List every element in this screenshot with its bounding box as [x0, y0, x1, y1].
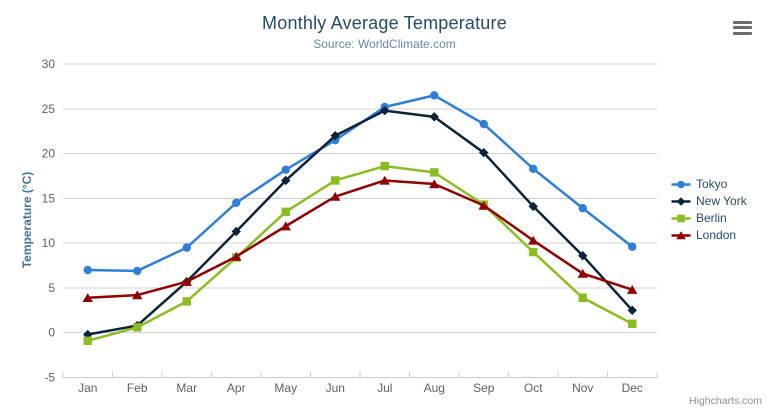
legend-marker-symbol: [677, 214, 685, 222]
data-point-berlin-jun[interactable]: [331, 176, 340, 185]
data-point-tokyo-aug[interactable]: [430, 91, 439, 100]
data-point-berlin-dec[interactable]: [628, 319, 637, 328]
data-point-berlin-jan[interactable]: [83, 336, 92, 345]
data-point-berlin-oct[interactable]: [529, 247, 538, 257]
data-point-tokyo-nov[interactable]: [578, 204, 587, 213]
data-point-tokyo-dec[interactable]: [628, 242, 637, 251]
y-axis-tick-label: 0: [48, 326, 55, 340]
hamburger-bar: [733, 31, 752, 35]
y-axis-tick-label: 10: [42, 236, 56, 250]
legend-triangle-icon: [671, 230, 691, 239]
hamburger-bar: [733, 20, 752, 24]
data-point-london-dec[interactable]: [627, 285, 638, 294]
data-point-tokyo-jan[interactable]: [83, 265, 92, 275]
legend-item-new-york[interactable]: New York: [671, 194, 747, 208]
x-axis-label: Aug: [424, 381, 445, 395]
data-point-new-york-sep[interactable]: [479, 147, 489, 158]
data-point-tokyo-oct[interactable]: [529, 164, 538, 173]
legend-item-berlin[interactable]: Berlin: [671, 211, 747, 225]
data-point-new-york-nov[interactable]: [578, 250, 588, 261]
legend-label: New York: [696, 194, 747, 208]
chart-subtitle: Source: WorldClimate.com: [313, 37, 456, 51]
chart-title: Monthly Average Temperature: [262, 13, 507, 33]
x-axis-label: Sep: [473, 381, 495, 395]
data-point-new-york-jun[interactable]: [330, 130, 340, 141]
data-point-london-jul[interactable]: [379, 175, 390, 185]
legend-item-london[interactable]: London: [671, 228, 747, 242]
hamburger-bar: [733, 26, 752, 30]
credits-link[interactable]: Highcharts.com: [689, 395, 762, 407]
y-axis-tick-label: 30: [42, 57, 56, 71]
data-point-new-york-oct[interactable]: [528, 201, 538, 212]
x-axis-label: Nov: [572, 381, 593, 395]
y-axis-tick-label: -5: [44, 371, 55, 385]
hamburger-icon: [733, 20, 753, 35]
x-axis-label: Mar: [176, 381, 197, 395]
data-point-london-sep[interactable]: [478, 200, 489, 210]
legend: Tokyo New York Berlin London: [671, 177, 747, 242]
y-axis-tick-label: 25: [42, 102, 56, 116]
legend-label: London: [696, 228, 737, 242]
x-axis-label: Jan: [78, 381, 97, 395]
legend-item-tokyo[interactable]: Tokyo: [671, 177, 747, 191]
legend-marker-symbol: [676, 196, 686, 206]
data-point-tokyo-apr[interactable]: [232, 198, 241, 208]
legend-label: Berlin: [696, 211, 727, 225]
data-point-new-york-may[interactable]: [281, 175, 291, 186]
legend-circle-icon: [671, 180, 691, 188]
y-axis-tick-label: 15: [42, 191, 56, 205]
data-point-berlin-jul[interactable]: [380, 161, 389, 171]
data-point-tokyo-sep[interactable]: [479, 119, 488, 129]
legend-label: Tokyo: [696, 177, 728, 191]
data-point-berlin-nov[interactable]: [578, 293, 587, 302]
data-point-tokyo-may[interactable]: [281, 165, 290, 174]
legend-square-icon: [671, 214, 691, 222]
data-point-london-nov[interactable]: [577, 268, 588, 278]
legend-marker-symbol: [677, 180, 685, 188]
data-point-tokyo-feb[interactable]: [133, 266, 142, 276]
data-point-new-york-aug[interactable]: [429, 112, 439, 122]
x-axis-label: Oct: [524, 381, 543, 395]
data-point-berlin-aug[interactable]: [430, 168, 439, 177]
data-point-berlin-mar[interactable]: [182, 297, 191, 306]
data-point-london-feb[interactable]: [132, 290, 143, 300]
x-axis-label: Dec: [622, 381, 643, 395]
x-axis-label: May: [274, 381, 297, 395]
data-point-new-york-dec[interactable]: [627, 305, 637, 316]
y-axis-tick-label: 5: [48, 281, 55, 295]
data-point-tokyo-mar[interactable]: [182, 243, 191, 252]
series-line-london: [86, 179, 634, 300]
y-axis-tick-label: 20: [42, 147, 56, 161]
legend-marker-symbol: [676, 230, 686, 239]
x-axis-label: Apr: [227, 381, 246, 395]
data-point-london-jan[interactable]: [82, 293, 93, 302]
data-point-london-apr[interactable]: [231, 251, 242, 261]
data-point-london-jun[interactable]: [330, 191, 341, 201]
legend-diamond-icon: [671, 196, 691, 206]
series-line-new-york: [86, 109, 634, 336]
data-point-berlin-feb[interactable]: [133, 323, 142, 332]
data-point-new-york-apr[interactable]: [231, 226, 241, 237]
x-axis-label: Jun: [326, 381, 345, 395]
data-point-london-aug[interactable]: [429, 179, 440, 189]
x-axis-label: Jul: [377, 381, 392, 395]
series-line-berlin: [86, 164, 634, 343]
x-axis-label: Feb: [127, 381, 148, 395]
series-line-tokyo: [86, 94, 634, 273]
data-point-new-york-jul[interactable]: [380, 105, 390, 116]
data-point-berlin-may[interactable]: [281, 207, 290, 216]
data-point-london-mar[interactable]: [181, 276, 192, 286]
data-point-london-oct[interactable]: [528, 235, 539, 245]
chart-context-menu-button[interactable]: [731, 19, 755, 39]
data-point-london-may[interactable]: [280, 221, 291, 231]
